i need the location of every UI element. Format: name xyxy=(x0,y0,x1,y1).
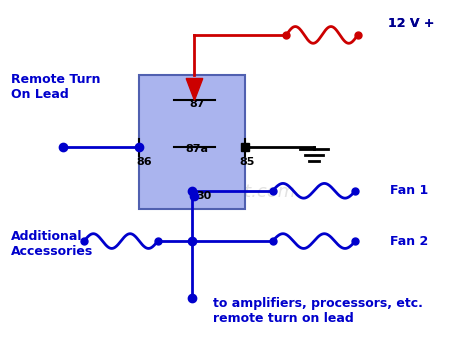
Text: Fan 1: Fan 1 xyxy=(390,184,428,197)
Text: 12 V +: 12 V + xyxy=(388,17,434,30)
Text: Additional
Accessories: Additional Accessories xyxy=(10,231,93,259)
Text: 12 V +: 12 V + xyxy=(388,17,434,30)
Text: 87: 87 xyxy=(189,99,204,108)
Text: to amplifiers, processors, etc.
remote turn on lead: to amplifiers, processors, etc. remote t… xyxy=(213,297,423,325)
Text: the12volt.com: the12volt.com xyxy=(166,184,296,201)
Text: 85: 85 xyxy=(240,157,255,167)
Text: 86: 86 xyxy=(136,157,152,167)
Text: 30: 30 xyxy=(196,191,211,201)
Polygon shape xyxy=(186,78,203,100)
Text: 87a: 87a xyxy=(185,144,208,154)
Bar xyxy=(139,75,245,209)
Text: Remote Turn
On Lead: Remote Turn On Lead xyxy=(10,73,100,101)
Text: Fan 2: Fan 2 xyxy=(390,235,428,247)
